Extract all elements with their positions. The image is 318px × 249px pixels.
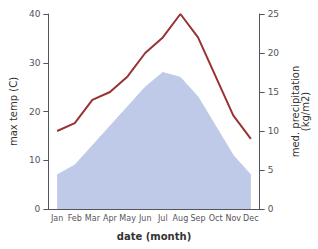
svg-text:20: 20 [268, 48, 280, 58]
svg-text:0: 0 [35, 204, 41, 214]
svg-text:0: 0 [268, 204, 274, 214]
svg-text:5: 5 [268, 165, 274, 175]
svg-text:10: 10 [29, 155, 41, 165]
svg-text:Feb: Feb [68, 214, 82, 223]
svg-text:15: 15 [268, 87, 279, 97]
svg-text:(kg/m2): (kg/m2) [300, 92, 311, 132]
svg-text:med. precipitation: med. precipitation [289, 65, 301, 158]
svg-text:date (month): date (month) [117, 231, 191, 242]
svg-text:40: 40 [29, 9, 41, 19]
svg-text:Oct: Oct [209, 214, 223, 223]
svg-text:25: 25 [268, 9, 279, 19]
svg-text:Jan: Jan [50, 214, 63, 223]
svg-text:Jul: Jul [157, 214, 168, 223]
svg-text:Sep: Sep [190, 214, 205, 223]
svg-text:20: 20 [29, 107, 41, 117]
svg-text:May: May [119, 214, 136, 223]
svg-text:10: 10 [268, 126, 280, 136]
svg-text:30: 30 [29, 58, 41, 68]
svg-text:max temp (C): max temp (C) [8, 77, 19, 146]
svg-text:Aug: Aug [173, 214, 189, 223]
svg-text:Nov: Nov [225, 214, 241, 223]
svg-text:Mar: Mar [85, 214, 101, 223]
svg-text:Dec: Dec [243, 214, 258, 223]
svg-text:Jun: Jun [138, 214, 152, 223]
svg-text:Apr: Apr [103, 214, 118, 223]
